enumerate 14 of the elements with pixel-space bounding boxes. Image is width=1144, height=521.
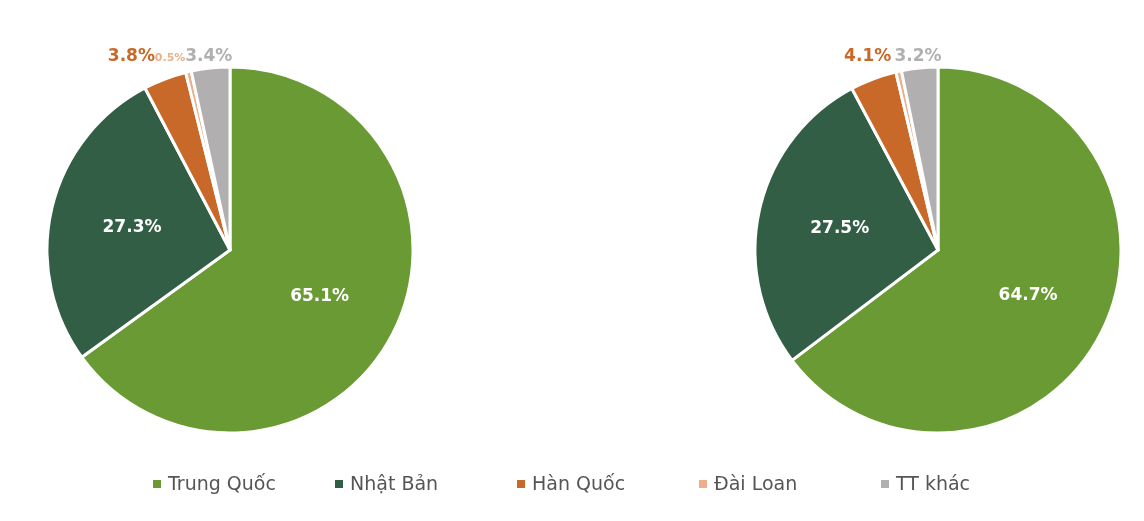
data-label: 3.8% bbox=[107, 45, 155, 65]
data-label: 27.3% bbox=[102, 215, 162, 236]
data-label: 27.5% bbox=[810, 217, 870, 238]
data-label: 3.4% bbox=[185, 45, 233, 65]
data-label: 65.1% bbox=[290, 284, 350, 305]
legend-label: TT khác bbox=[895, 471, 971, 494]
data-label: 0.5% bbox=[154, 51, 186, 64]
legend-label: Hàn Quốc bbox=[532, 471, 626, 494]
data-label: 3.2% bbox=[894, 45, 942, 65]
legend-label: Đài Loan bbox=[714, 471, 798, 494]
legend-label: Trung Quốc bbox=[167, 471, 276, 494]
legend-label: Nhật Bản bbox=[350, 471, 439, 494]
data-label: 4.1% bbox=[844, 45, 892, 65]
data-label: 64.7% bbox=[998, 283, 1058, 304]
